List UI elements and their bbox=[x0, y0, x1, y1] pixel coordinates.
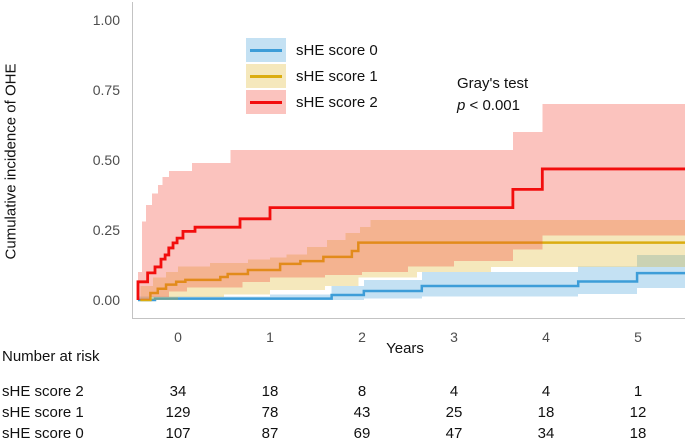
risk-value: 4 bbox=[516, 383, 576, 400]
risk-value: 18 bbox=[516, 404, 576, 421]
legend-line-blue bbox=[250, 49, 282, 52]
risk-table-title: Number at risk bbox=[2, 348, 100, 365]
risk-row-label: sHE score 2 bbox=[2, 383, 84, 400]
risk-value: 129 bbox=[148, 404, 208, 421]
legend-swatch-yellow bbox=[246, 64, 286, 88]
legend-swatch-red bbox=[246, 90, 286, 114]
risk-value: 69 bbox=[332, 425, 392, 442]
y-tick-label: 1.00 bbox=[84, 12, 120, 28]
grays-test-annotation: Gray's test p < 0.001 bbox=[457, 73, 528, 117]
risk-row-label: sHE score 0 bbox=[2, 425, 84, 442]
legend-swatch-blue bbox=[246, 38, 286, 62]
p-value: p < 0.001 bbox=[457, 95, 528, 117]
risk-value: 34 bbox=[516, 425, 576, 442]
risk-value: 25 bbox=[424, 404, 484, 421]
y-tick-label: 0.00 bbox=[84, 292, 120, 308]
legend-label: sHE score 2 bbox=[296, 94, 378, 111]
risk-value: 47 bbox=[424, 425, 484, 442]
risk-value: 8 bbox=[332, 383, 392, 400]
risk-value: 18 bbox=[240, 383, 300, 400]
y-tick-label: 0.75 bbox=[84, 82, 120, 98]
legend-label: sHE score 1 bbox=[296, 68, 378, 85]
risk-value: 1 bbox=[608, 383, 668, 400]
legend-line-yellow bbox=[250, 75, 282, 78]
x-tick-label: 5 bbox=[618, 329, 658, 345]
risk-value: 43 bbox=[332, 404, 392, 421]
y-tick-label: 0.50 bbox=[84, 152, 120, 168]
risk-value: 87 bbox=[240, 425, 300, 442]
risk-value: 4 bbox=[424, 383, 484, 400]
x-axis-title: Years bbox=[365, 340, 445, 357]
legend: sHE score 0 sHE score 1 sHE score 2 bbox=[246, 37, 378, 115]
risk-value: 107 bbox=[148, 425, 208, 442]
x-tick-label: 1 bbox=[250, 329, 290, 345]
x-tick-label: 0 bbox=[158, 329, 198, 345]
risk-value: 78 bbox=[240, 404, 300, 421]
risk-row-label: sHE score 1 bbox=[2, 404, 84, 421]
p-value-text: < 0.001 bbox=[465, 97, 520, 114]
risk-value: 12 bbox=[608, 404, 668, 421]
x-tick-label: 4 bbox=[526, 329, 566, 345]
grays-test-label: Gray's test bbox=[457, 73, 528, 95]
legend-item-she-score-0: sHE score 0 bbox=[246, 37, 378, 63]
risk-value: 18 bbox=[608, 425, 668, 442]
risk-value: 34 bbox=[148, 383, 208, 400]
legend-item-she-score-1: sHE score 1 bbox=[246, 63, 378, 89]
y-tick-label: 0.25 bbox=[84, 222, 120, 238]
legend-line-red bbox=[250, 101, 282, 104]
legend-item-she-score-2: sHE score 2 bbox=[246, 89, 378, 115]
y-axis-title: Cumulative incidence of OHE bbox=[3, 32, 20, 292]
legend-label: sHE score 0 bbox=[296, 42, 378, 59]
